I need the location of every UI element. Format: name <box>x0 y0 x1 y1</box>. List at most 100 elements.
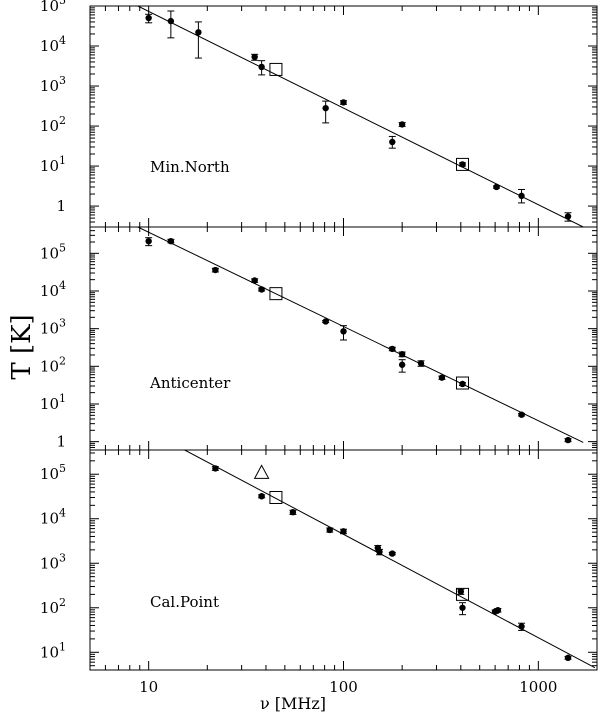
data-point <box>258 493 265 500</box>
y-tick-mantissa: 10 <box>40 244 59 262</box>
y-tick-exponent: 1 <box>59 154 66 167</box>
data-point <box>167 237 175 245</box>
y-tick-label: 104 <box>40 279 66 300</box>
data-point <box>258 63 265 71</box>
fit-line <box>184 450 596 669</box>
y-tick-mantissa: 1 <box>56 197 66 215</box>
y-tick-mantissa: 10 <box>40 599 59 617</box>
data-point <box>459 161 466 168</box>
y-tick-label: 102 <box>40 596 66 617</box>
data-point <box>251 53 258 61</box>
y-tick-mantissa: 10 <box>40 643 59 661</box>
data-point <box>322 318 329 325</box>
y-tick-mantissa: 10 <box>40 0 59 15</box>
y-tick-label: 1 <box>56 433 66 451</box>
y-tick-label: 105 <box>40 0 66 15</box>
square-marker <box>269 62 283 76</box>
y-tick-mantissa: 10 <box>40 510 59 528</box>
data-point <box>340 99 347 106</box>
panel-frame <box>89 449 598 671</box>
data-point <box>389 550 396 557</box>
y-tick-exponent: 1 <box>59 392 66 405</box>
x-tick-label: 100 <box>329 678 358 696</box>
y-tick-exponent: 2 <box>59 114 66 127</box>
y-tick-label: 101 <box>40 392 66 413</box>
y-tick-exponent: 2 <box>59 354 66 367</box>
data-point <box>258 286 265 293</box>
data-point <box>459 380 466 388</box>
data-point <box>212 465 219 472</box>
square-marker <box>455 157 469 171</box>
square-marker <box>455 587 469 601</box>
y-tick-exponent: 3 <box>59 551 66 564</box>
square-marker <box>269 287 283 301</box>
data-point <box>145 237 152 245</box>
data-point <box>212 266 219 274</box>
y-tick-label: 104 <box>40 507 66 528</box>
data-point <box>518 192 525 200</box>
y-tick-label: 103 <box>40 317 66 338</box>
data-point <box>167 17 175 25</box>
data-point <box>457 588 465 595</box>
y-tick-mantissa: 10 <box>40 77 59 95</box>
triangle-marker <box>253 464 270 479</box>
data-point <box>376 548 383 556</box>
data-point <box>417 360 425 367</box>
data-point <box>564 213 572 220</box>
y-tick-exponent: 3 <box>59 317 66 330</box>
data-point <box>398 361 406 368</box>
y-tick-label: 101 <box>40 154 66 175</box>
y-axis-title: T [K] <box>7 314 37 379</box>
panel-label: Anticenter <box>149 374 231 392</box>
fit-line <box>137 6 584 227</box>
y-tick-label: 103 <box>40 551 66 572</box>
data-point <box>564 436 572 444</box>
y-tick-exponent: 5 <box>59 241 66 254</box>
y-tick-mantissa: 10 <box>40 395 59 413</box>
y-tick-exponent: 5 <box>59 462 66 475</box>
data-point <box>289 509 297 516</box>
y-tick-label: 105 <box>40 462 66 483</box>
data-point <box>438 374 446 381</box>
y-tick-mantissa: 10 <box>40 282 59 300</box>
y-tick-label: 103 <box>40 74 66 95</box>
data-point <box>518 411 525 418</box>
y-tick-label: 105 <box>40 241 66 262</box>
data-point <box>195 29 202 36</box>
data-point <box>389 138 396 146</box>
y-tick-label: 102 <box>40 114 66 135</box>
data-point <box>398 121 406 128</box>
y-tick-exponent: 2 <box>59 596 66 609</box>
square-marker <box>455 376 469 390</box>
panel-label: Min.North <box>150 158 230 176</box>
data-point <box>518 623 525 630</box>
data-point <box>326 526 333 534</box>
panel-label: Cal.Point <box>150 593 219 611</box>
y-tick-exponent: 4 <box>59 507 66 520</box>
data-point <box>459 604 466 611</box>
y-tick-exponent: 4 <box>59 279 66 292</box>
y-tick-mantissa: 10 <box>40 554 59 572</box>
data-point <box>494 607 502 614</box>
x-axis-title: ν [MHz] <box>260 694 326 713</box>
data-point <box>340 528 347 535</box>
data-point <box>340 328 347 335</box>
data-point <box>145 14 152 22</box>
y-tick-label: 1 <box>56 197 66 215</box>
data-point <box>398 350 406 358</box>
y-tick-mantissa: 10 <box>40 37 59 55</box>
data-point <box>322 104 329 112</box>
y-tick-label: 101 <box>40 640 66 661</box>
square-marker <box>269 490 283 504</box>
y-tick-label: 104 <box>40 34 66 55</box>
fit-line <box>137 227 584 443</box>
x-tick-label: 1000 <box>519 678 557 696</box>
y-tick-mantissa: 10 <box>40 357 59 375</box>
y-tick-exponent: 4 <box>59 34 66 47</box>
y-tick-mantissa: 10 <box>40 465 59 483</box>
y-tick-mantissa: 10 <box>40 157 59 175</box>
y-tick-label: 102 <box>40 354 66 375</box>
